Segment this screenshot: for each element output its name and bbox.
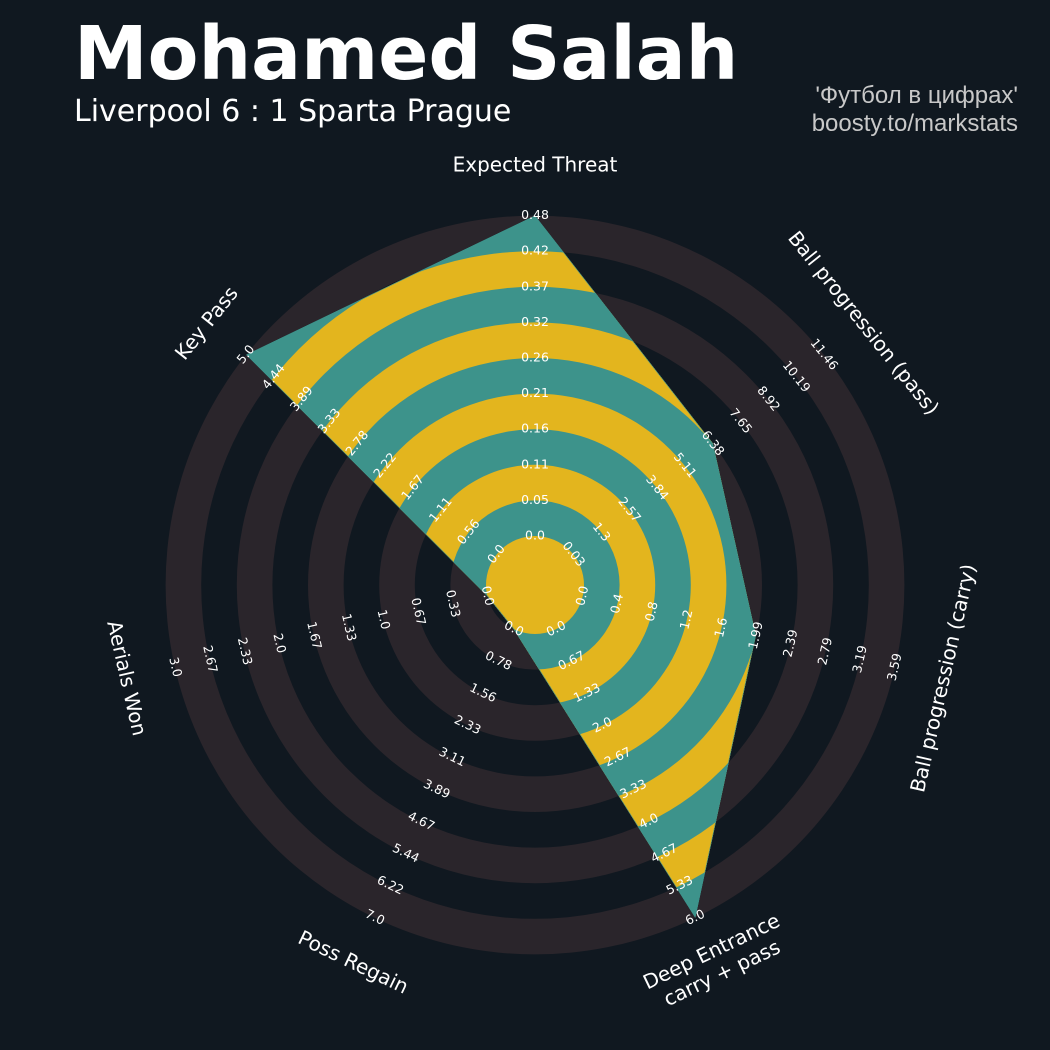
tick-label: 0.67 bbox=[408, 596, 429, 626]
tick-label: 3.0 bbox=[166, 656, 185, 679]
tick-label: 0.33 bbox=[443, 588, 464, 618]
tick-label: 0.26 bbox=[521, 350, 549, 365]
tick-label: 2.39 bbox=[780, 628, 801, 659]
credit-line-2: boosty.to/markstats bbox=[811, 110, 1018, 137]
tick-label: 0.48 bbox=[521, 207, 549, 222]
tick-label: 0.0 bbox=[525, 528, 545, 543]
tick-label: 3.19 bbox=[849, 644, 870, 675]
tick-label: 0.8 bbox=[642, 600, 661, 623]
tick-label: 0.0 bbox=[479, 584, 498, 607]
radar-band bbox=[486, 536, 584, 634]
tick-label: 3.59 bbox=[884, 652, 905, 683]
tick-label: 1.6 bbox=[711, 616, 730, 639]
param-label: Key Pass bbox=[169, 281, 242, 364]
param-label: Ball progression (carry) bbox=[905, 562, 981, 795]
tick-label: 1.33 bbox=[339, 612, 360, 642]
tick-label: 2.33 bbox=[235, 636, 256, 666]
tick-label: 2.79 bbox=[814, 636, 835, 667]
tick-label: 0.37 bbox=[521, 278, 549, 293]
tick-label: 1.0 bbox=[375, 608, 394, 631]
tick-label: 0.32 bbox=[521, 314, 549, 329]
match-subtitle: Liverpool 6 : 1 Sparta Prague bbox=[74, 94, 512, 129]
tick-label: 0.0 bbox=[572, 584, 591, 607]
credit-line-1: 'Футбол в цифрах' bbox=[815, 82, 1018, 109]
tick-label: 0.4 bbox=[607, 592, 626, 615]
param-label: Poss Regain bbox=[295, 925, 413, 998]
param-label: Aerials Won bbox=[103, 618, 153, 738]
credit-block: 'Футбол в цифрах' boosty.to/markstats bbox=[812, 82, 1018, 138]
tick-label: 0.21 bbox=[521, 385, 549, 400]
tick-label: 0.11 bbox=[521, 456, 549, 471]
tick-label: 1.99 bbox=[745, 620, 766, 651]
player-title: Mohamed Salah bbox=[74, 11, 739, 97]
tick-label: 0.42 bbox=[521, 243, 549, 258]
tick-label: 0.05 bbox=[521, 492, 549, 507]
tick-label: 2.0 bbox=[270, 632, 289, 655]
tick-label: 1.2 bbox=[676, 608, 695, 631]
tick-label: 1.67 bbox=[304, 620, 325, 650]
param-label: Expected Threat bbox=[453, 152, 618, 176]
tick-label: 0.16 bbox=[521, 421, 549, 436]
tick-label: 2.67 bbox=[200, 644, 221, 674]
